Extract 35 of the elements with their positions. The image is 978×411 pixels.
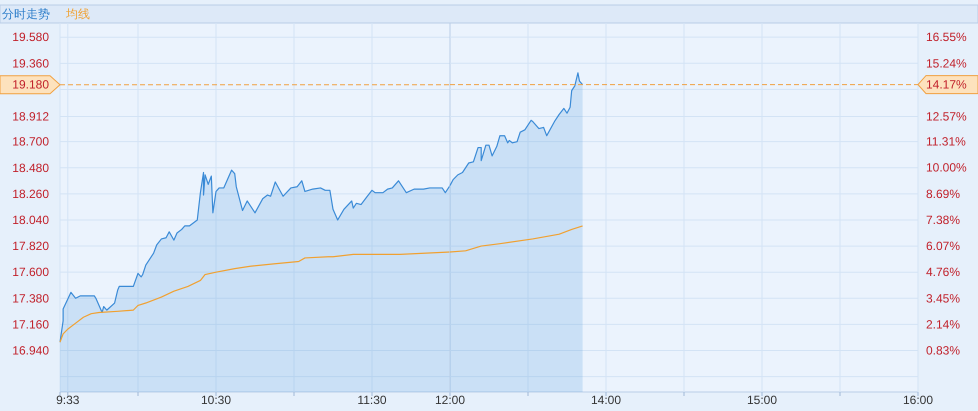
y-tick-label: 17.380 [12, 291, 50, 306]
y-tick-label: 18.700 [12, 134, 50, 149]
y2-tick-label: 7.38% [926, 212, 960, 227]
x-tick-label: 16:00 [902, 393, 934, 407]
y2-tick-label: 15.24% [926, 56, 968, 70]
y2-tick-label: 10.00% [926, 160, 968, 175]
y-tick-label: 17.820 [12, 239, 50, 254]
y2-tick-label: 16.55% [926, 30, 968, 44]
y-tick-label: 18.040 [12, 212, 50, 227]
y2-tick-label: 6.07% [926, 239, 960, 254]
y-tick-label: 16.940 [12, 343, 50, 358]
y-tick-label: 18.260 [12, 186, 50, 201]
y2-tick-label: 11.31% [926, 134, 966, 149]
y-tick-label: 19.360 [12, 56, 50, 70]
x-tick-label: 12:00 [434, 393, 466, 407]
ref-line-label: 19.180 [12, 78, 50, 92]
x-tick-label: 10:30 [200, 393, 232, 407]
text: 均线 [65, 7, 90, 21]
y2-tick-label: 12.57% [926, 109, 968, 124]
y-tick-label: 18.480 [12, 160, 50, 175]
y2-tick-label: 8.69% [926, 186, 960, 201]
x-tick-label: 15:00 [746, 393, 778, 407]
chart-title: 分时走势 [2, 7, 50, 21]
y-tick-label: 17.160 [12, 317, 50, 332]
y-tick-label: 19.580 [12, 30, 50, 44]
y2-tick-label: 3.45% [926, 291, 960, 306]
y2-tick-label: 0.83% [926, 344, 960, 358]
x-tick-label: 11:30 [357, 393, 387, 407]
y-tick-label: 18.912 [12, 109, 50, 124]
x-tick-label: 14:00 [590, 393, 622, 407]
y2-tick-label: 4.76% [926, 265, 960, 280]
x-tick-label: 9:33 [56, 393, 80, 407]
ref-line-label: 14.17% [926, 78, 968, 92]
y-tick-label: 17.600 [12, 265, 50, 280]
y2-tick-label: 2.14% [926, 317, 960, 332]
